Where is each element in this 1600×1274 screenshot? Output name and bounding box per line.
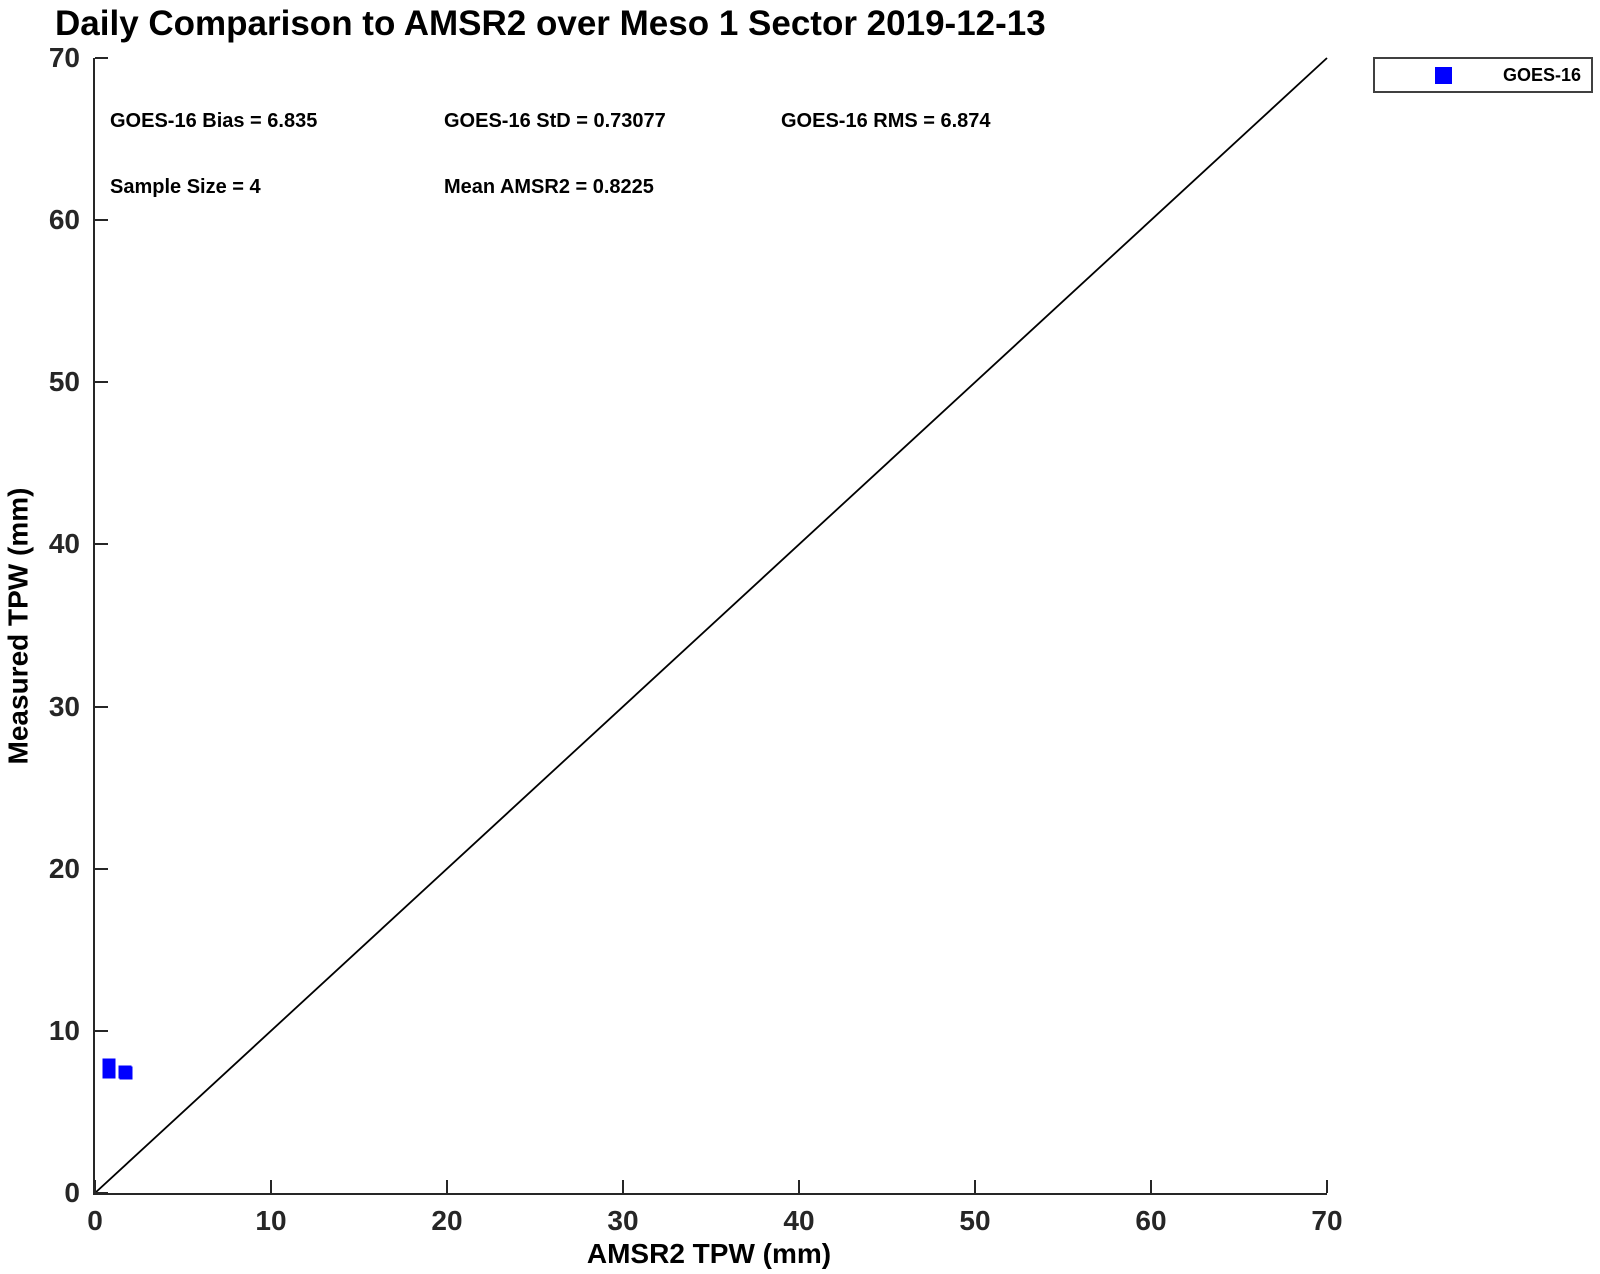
y-tick	[95, 57, 108, 59]
y-tick-label: 30	[48, 690, 80, 722]
x-tick-label: 0	[87, 1205, 103, 1236]
data-point	[102, 1065, 116, 1079]
stat-mean-amsr2: Mean AMSR2 = 0.8225	[444, 176, 654, 198]
stat-std: GOES-16 StD = 0.73077	[444, 110, 666, 132]
identity-line	[95, 58, 1327, 1193]
x-tick-label: 60	[1135, 1205, 1167, 1236]
y-tick	[95, 705, 108, 708]
x-tick-label: 70	[1311, 1205, 1343, 1236]
x-tick	[446, 1180, 448, 1193]
x-tick	[798, 1180, 800, 1193]
stat-bias: GOES-16 Bias = 6.835	[110, 110, 318, 132]
y-tick	[95, 1192, 108, 1194]
identity-line-layer	[95, 58, 1327, 1193]
stat-sample-size: Sample Size = 4	[110, 176, 261, 198]
x-tick-label: 50	[959, 1205, 991, 1236]
x-axis-label: AMSR2 TPW (mm)	[586, 1238, 832, 1269]
x-tick-label: 30	[607, 1205, 639, 1236]
x-tick	[974, 1180, 976, 1193]
legend-label: GOES-16	[1503, 64, 1582, 85]
x-tick	[94, 1180, 96, 1193]
data-point	[119, 1066, 133, 1080]
legend: GOES-16	[1373, 57, 1593, 93]
y-tick-label: 50	[48, 366, 80, 398]
y-tick	[95, 381, 108, 384]
y-tick-label: 40	[48, 528, 80, 560]
x-tick	[622, 1180, 624, 1193]
stat-rms: GOES-16 RMS = 6.874	[781, 110, 991, 132]
plot-area: 0 10 20 30 40 50 60 70 0 10 20 30 40 50 60 70	[49, 42, 1343, 1236]
x-tick	[270, 1180, 272, 1193]
y-tick-label: 70	[48, 42, 80, 73]
x-tick-label: 10	[255, 1205, 287, 1236]
x-tick-label: 40	[783, 1205, 815, 1236]
legend-square-marker-icon	[1435, 66, 1452, 84]
y-tick	[95, 1029, 108, 1032]
y-axis-label-wrap: Measured TPW (mm)	[0, 58, 36, 1193]
y-tick-label: 10	[48, 1014, 80, 1046]
x-tick	[1150, 1180, 1152, 1193]
chart-title: Daily Comparison to AMSR2 over Meso 1 Se…	[55, 4, 1046, 43]
y-tick	[95, 543, 108, 546]
y-axis-label: Measured TPW (mm)	[2, 487, 33, 764]
y-tick	[95, 867, 108, 870]
y-tick-label: 20	[48, 852, 80, 884]
y-tick-label: 0	[64, 1177, 80, 1208]
x-tick	[1326, 1180, 1328, 1193]
x-tick-label: 20	[431, 1205, 463, 1236]
y-tick	[95, 219, 108, 222]
y-tick-label: 60	[48, 204, 80, 236]
